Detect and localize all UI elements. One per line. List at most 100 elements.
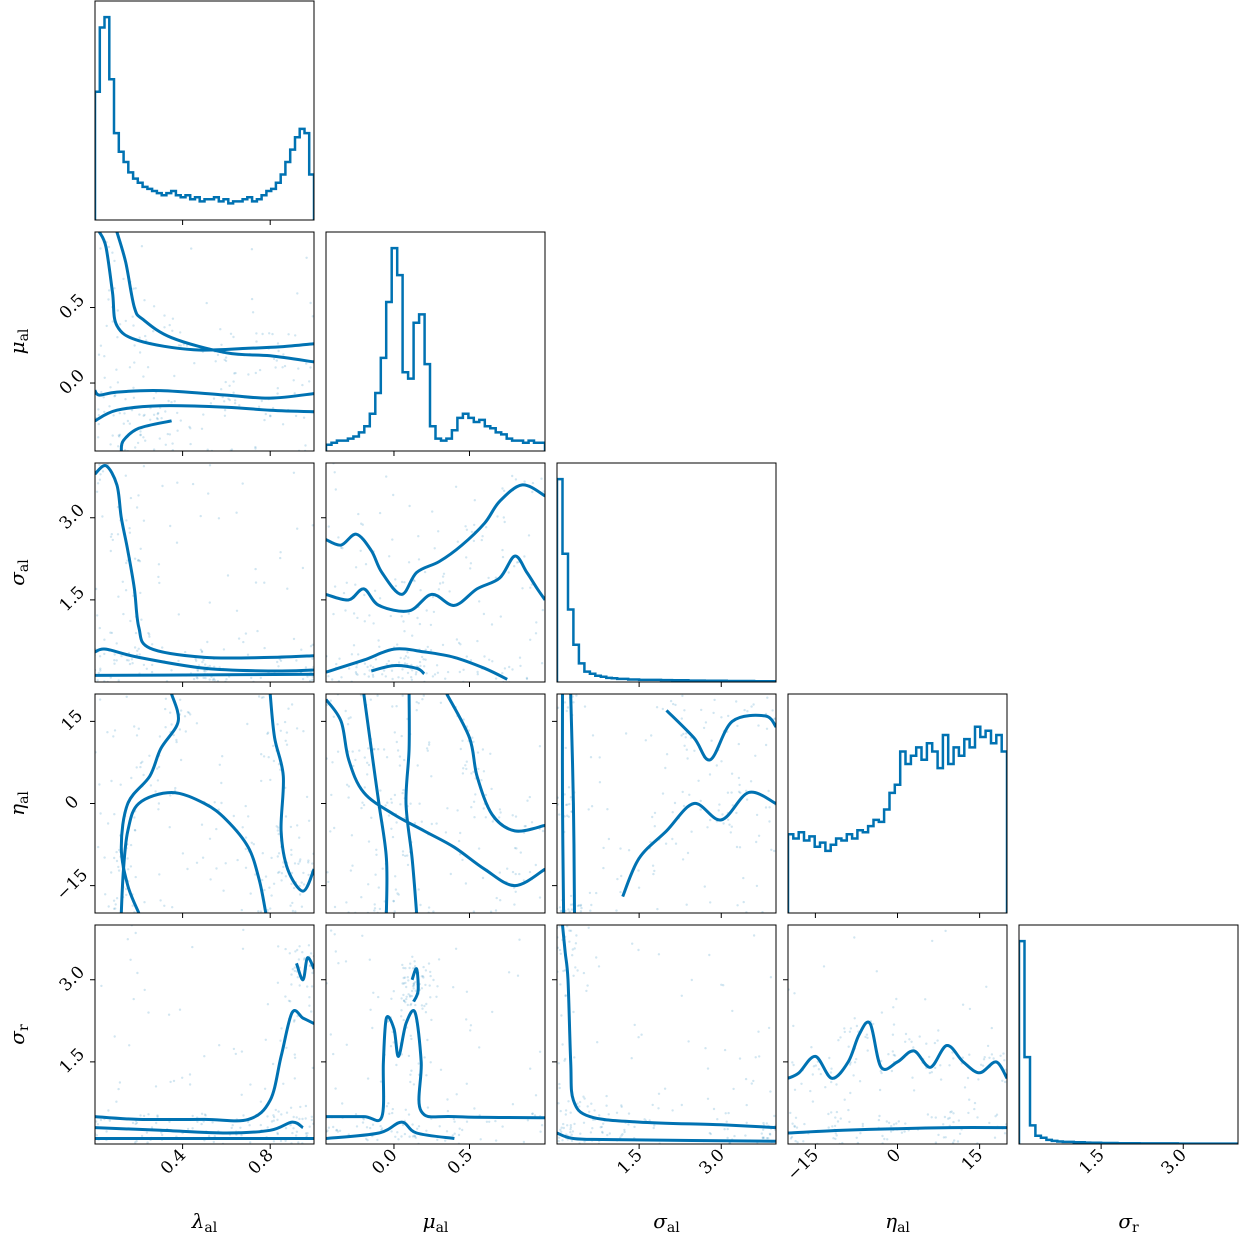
sample-point: [283, 364, 287, 368]
sample-point: [403, 630, 406, 633]
sample-point: [547, 873, 549, 875]
sample-point: [168, 826, 171, 829]
sample-point: [952, 1057, 955, 1060]
sample-point: [513, 903, 516, 906]
sample-point: [410, 1002, 413, 1006]
axis-label-subscript: al: [16, 328, 32, 341]
sample-point: [118, 848, 121, 852]
sample-point: [429, 623, 433, 627]
sample-point: [904, 1122, 907, 1125]
x-tick-label: 0: [883, 1145, 905, 1167]
sample-point: [604, 1149, 606, 1151]
sample-point: [560, 922, 562, 924]
sample-point: [828, 1056, 831, 1060]
panel-3-2: [546, 693, 777, 918]
sample-point: [149, 418, 152, 421]
x-axis-label-3: ηal: [885, 1209, 910, 1236]
sample-point: [949, 1111, 952, 1114]
sample-point: [186, 1127, 190, 1131]
panel-frame: [325, 924, 546, 1145]
sample-point: [260, 696, 264, 699]
sample-point: [546, 830, 548, 832]
sample-point: [261, 878, 264, 882]
sample-point: [541, 608, 544, 612]
sample-point: [164, 707, 167, 711]
sample-point: [777, 1121, 779, 1123]
sample-point: [137, 559, 140, 562]
sample-point: [445, 1130, 449, 1133]
sample-point: [789, 1137, 793, 1140]
sample-point: [951, 1141, 955, 1144]
sample-point: [494, 1139, 498, 1142]
panel-frame: [94, 231, 315, 452]
sample-point: [98, 698, 102, 701]
panel-content: [92, 224, 314, 451]
sample-point: [221, 755, 224, 758]
sample-point: [106, 822, 110, 825]
sample-point: [496, 515, 499, 518]
sample-point: [266, 1126, 269, 1129]
sample-point: [315, 670, 317, 672]
sample-point: [80, 478, 82, 480]
sample-point: [136, 441, 140, 445]
sample-point: [1003, 1132, 1007, 1135]
contour-line-0: [788, 1020, 1007, 1080]
sample-point: [761, 1136, 765, 1140]
sample-point: [401, 982, 404, 985]
sample-point: [134, 1122, 137, 1126]
sample-point: [682, 732, 685, 736]
sample-point: [311, 1066, 314, 1070]
sample-point: [579, 903, 583, 907]
sample-point: [581, 1154, 583, 1156]
sample-point: [546, 863, 548, 865]
sample-point: [394, 1135, 397, 1139]
sample-point: [189, 427, 192, 430]
sample-point: [277, 665, 280, 668]
sample-point: [192, 682, 194, 684]
contour-line-0: [326, 483, 545, 596]
sample-point: [501, 548, 504, 552]
sample-point: [574, 1150, 576, 1152]
sample-point: [387, 1102, 390, 1105]
sample-point: [124, 474, 128, 477]
sample-point: [390, 997, 393, 1000]
sample-point: [736, 724, 739, 728]
sample-point: [409, 1080, 412, 1084]
sample-point: [207, 1135, 211, 1138]
sample-point: [92, 224, 94, 226]
sample-point: [596, 1041, 599, 1044]
sample-point: [149, 784, 153, 787]
sample-point: [559, 952, 562, 955]
sample-point: [333, 826, 336, 830]
sample-point: [607, 1113, 610, 1116]
sample-point: [602, 1122, 605, 1125]
sample-point: [573, 1056, 576, 1059]
sample-point: [391, 538, 394, 541]
sample-point: [904, 1032, 908, 1036]
sample-point: [755, 884, 759, 888]
sample-point: [781, 1141, 783, 1143]
sample-point: [465, 1120, 469, 1123]
sample-point: [397, 676, 400, 679]
sample-point: [248, 1124, 251, 1127]
sample-point: [309, 301, 312, 305]
sample-point: [476, 673, 479, 676]
sample-point: [392, 990, 395, 993]
sample-point: [296, 292, 299, 295]
axis-label-subscript: al: [16, 559, 32, 572]
sample-point: [410, 989, 414, 993]
sample-point: [122, 422, 126, 425]
sample-point: [587, 1150, 589, 1152]
sample-point: [276, 981, 280, 984]
sample-point: [409, 1148, 411, 1150]
sample-point: [422, 976, 425, 979]
sample-point: [416, 616, 419, 620]
sample-point: [722, 822, 725, 825]
sample-point: [573, 947, 576, 950]
sample-point: [771, 709, 774, 712]
sample-point: [373, 909, 376, 912]
sample-point: [213, 665, 216, 668]
sample-point: [307, 944, 311, 947]
sample-point: [157, 575, 160, 579]
sample-point: [270, 856, 273, 860]
